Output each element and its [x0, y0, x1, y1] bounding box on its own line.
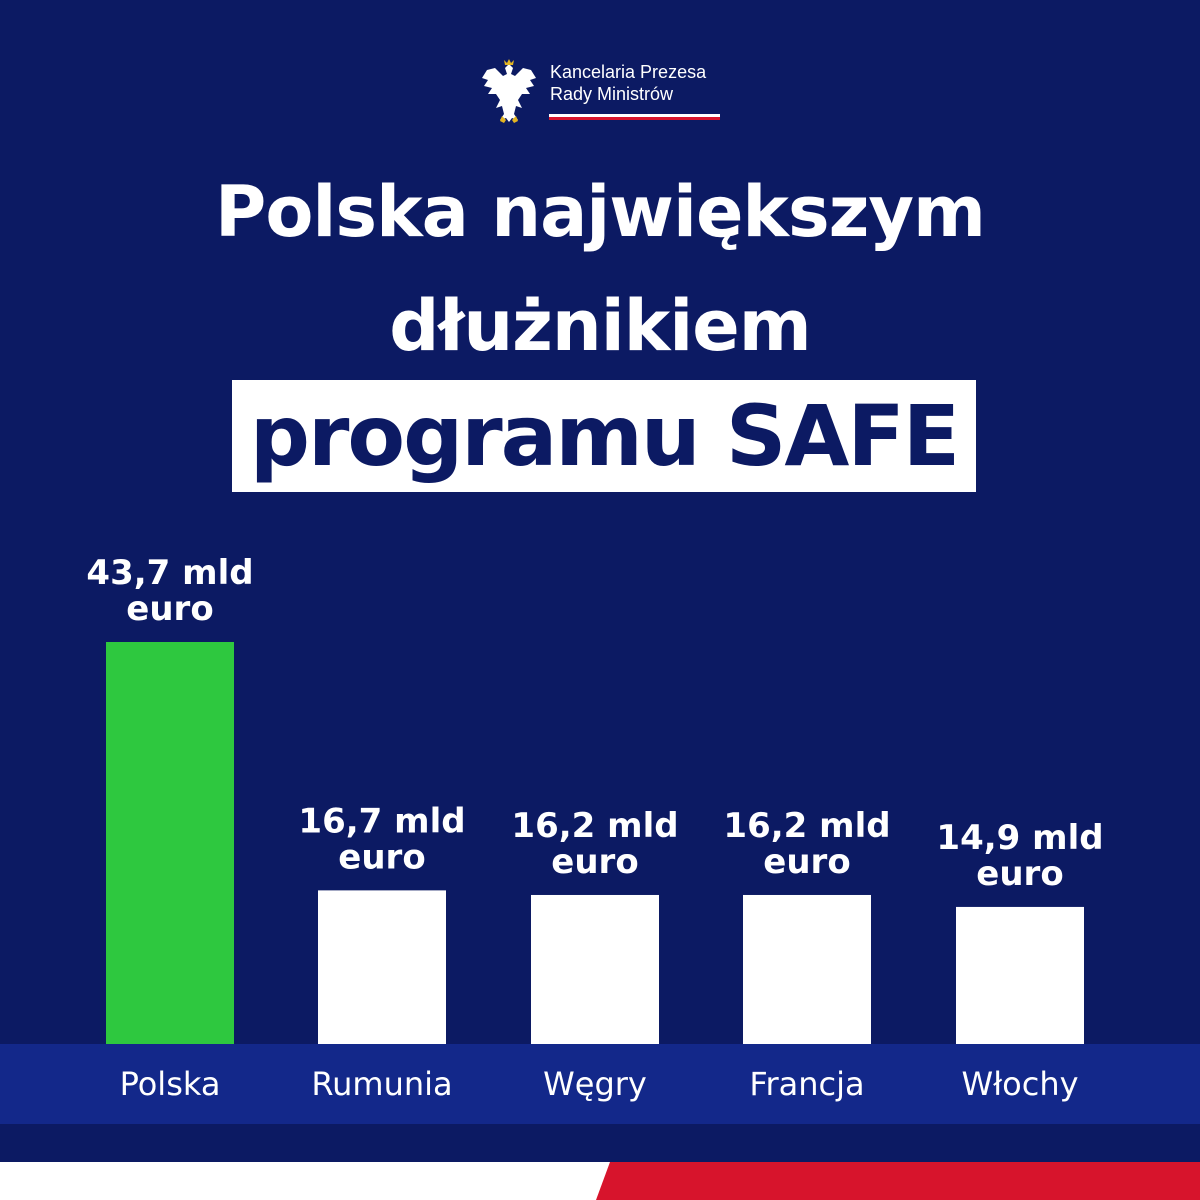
category-label-polska: Polska	[120, 1065, 221, 1103]
flag-underline	[549, 114, 720, 120]
org-name-line2: Rady Ministrów	[550, 84, 674, 104]
bar-polska	[106, 642, 234, 1044]
headline-line3: programu SAFE	[249, 387, 960, 485]
white-eagle-emblem-icon	[482, 59, 536, 123]
bar-węgry	[531, 894, 659, 1044]
category-band	[0, 1044, 1200, 1124]
headline-highlight-box: programu SAFE	[232, 380, 976, 492]
value-label-francja-line2: euro	[763, 842, 850, 882]
category-label-rumunia: Rumunia	[311, 1065, 452, 1103]
value-label-polska-line2: euro	[126, 589, 213, 629]
headline-line1: Polska największym	[215, 171, 986, 253]
value-label-węgry-line1: 16,2 mld	[511, 806, 678, 846]
bar-włochy	[956, 906, 1084, 1044]
headline-line2: dłużnikiem	[389, 285, 811, 367]
value-label-rumunia-line2: euro	[338, 837, 425, 877]
value-label-polska-line1: 43,7 mld	[86, 553, 253, 593]
value-label-włochy-line2: euro	[976, 854, 1063, 894]
category-label-węgry: Węgry	[543, 1065, 647, 1103]
category-label-włochy: Włochy	[961, 1065, 1078, 1103]
org-name-line1: Kancelaria Prezesa	[550, 62, 707, 82]
flag-bottom-strip	[0, 1162, 1200, 1200]
value-label-węgry-line2: euro	[551, 842, 638, 882]
value-label-rumunia-line1: 16,7 mld	[298, 801, 465, 841]
bar-rumunia	[318, 890, 446, 1044]
value-label-francja-line1: 16,2 mld	[723, 806, 890, 846]
category-label-francja: Francja	[749, 1065, 864, 1103]
bar-francja	[743, 894, 871, 1044]
value-label-włochy-line1: 14,9 mld	[936, 818, 1103, 858]
kprm-logo: Kancelaria Prezesa Rady Ministrów	[478, 56, 738, 126]
